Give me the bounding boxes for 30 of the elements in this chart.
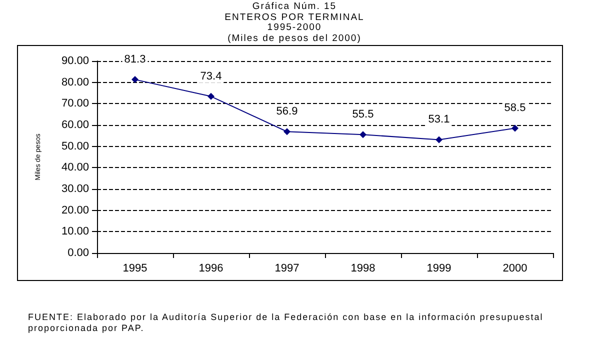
data-label: 73.4 [200,70,222,82]
x-tick-label: 1995 [122,262,148,274]
y-tick-label: 50.00 [61,140,89,152]
data-label: 55.5 [352,108,374,121]
x-tick-label: 1999 [426,262,452,274]
y-tick-label: 70.00 [61,98,89,110]
y-tick-label: 10.00 [61,226,89,238]
point [512,124,518,132]
data-label: 53.1 [428,114,450,126]
point [132,76,138,84]
data-label: 58.5 [504,102,526,114]
y-tick-label: 40.00 [61,162,89,174]
x-tick-label: 1998 [350,262,376,274]
point [436,136,442,144]
chart-title: Gráfica Núm. 15 ENTEROS POR TERMINAL 1995-2000 (Miles de pesos del 2000) [224,1,366,44]
y-tick-label: 80.00 [61,76,89,88]
x-tick-label: 2000 [502,262,528,274]
y-tick-label: 20.00 [61,204,89,216]
source-note: FUENTE: Elaborado por la Auditoría Superior de la Federación con base en la información presupuestal proporcionada por PAP. [28,312,544,334]
x-tick-label: 1997 [274,262,300,274]
data-label: 56.9 [276,106,298,118]
x-tick-label: 1996 [198,262,224,274]
data-label: 81.3 [124,54,146,66]
y-tick-label: 0.00 [68,247,89,259]
point [360,131,366,138]
y-tick-label: 30.00 [61,183,89,195]
y-tick-label: 60.00 [61,119,89,131]
y-tick-label: 90.00 [61,55,89,67]
point [284,128,290,136]
point [208,92,214,100]
